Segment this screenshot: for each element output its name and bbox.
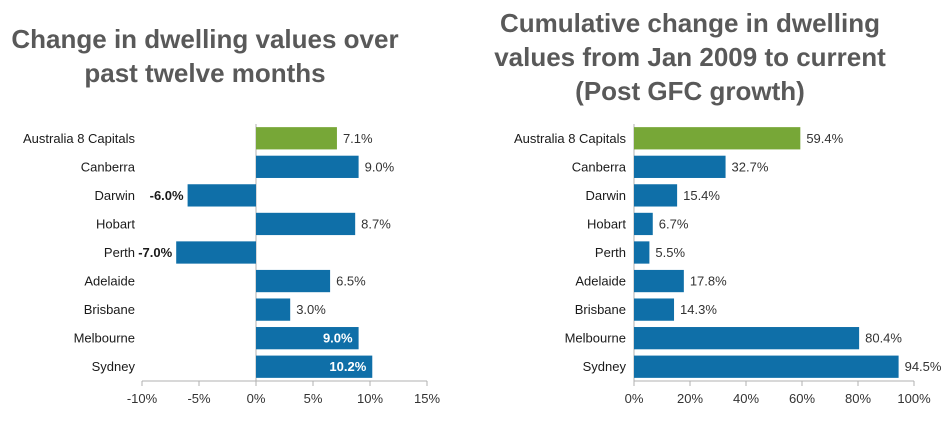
x-tick-label: -5% — [187, 391, 211, 406]
x-tick-label: 60% — [789, 391, 815, 406]
x-tick-label: 80% — [845, 391, 871, 406]
bar-chart-cumulative: 0% 20% 40% 60% 80% 100% Australia 8 Capitals 59… — [460, 0, 942, 422]
category-label: Canberra — [81, 159, 136, 174]
chart-panel-cumulative-change: Cumulative change in dwelling values fro… — [460, 0, 942, 422]
value-label: 9.0% — [323, 331, 353, 346]
bar — [256, 127, 337, 149]
value-label: 9.0% — [365, 159, 395, 174]
category-label: Hobart — [587, 216, 626, 231]
category-label: Perth — [595, 245, 626, 260]
value-label: 32.7% — [732, 159, 769, 174]
category-label: Sydney — [583, 359, 627, 374]
category-label: Canberra — [572, 159, 627, 174]
value-label: 6.7% — [659, 216, 689, 231]
category-label: Adelaide — [84, 274, 135, 289]
bar — [634, 184, 677, 206]
bar — [634, 298, 674, 320]
bar — [256, 213, 355, 235]
category-label: Melbourne — [565, 331, 626, 346]
bar — [634, 156, 726, 178]
x-tick-label: 40% — [733, 391, 759, 406]
value-label: 3.0% — [296, 302, 326, 317]
category-label: Melbourne — [74, 331, 135, 346]
category-label: Darwin — [95, 188, 135, 203]
category-label: Sydney — [92, 359, 136, 374]
x-tick-label: 20% — [677, 391, 703, 406]
bar — [634, 241, 649, 263]
value-label: 15.4% — [683, 188, 720, 203]
x-tick-label: 15% — [414, 391, 440, 406]
chart-panel-dwelling-values-12-months: Change in dwelling values over past twel… — [0, 0, 460, 422]
category-label: Brisbane — [575, 302, 626, 317]
value-label: 6.5% — [336, 274, 366, 289]
bar — [256, 270, 330, 292]
bar — [256, 298, 290, 320]
value-label: -6.0% — [150, 188, 184, 203]
x-tick-label: 100% — [897, 391, 931, 406]
value-label: 17.8% — [690, 274, 727, 289]
bar — [176, 241, 256, 263]
value-label: 8.7% — [361, 216, 391, 231]
category-label: Australia 8 Capitals — [514, 131, 626, 146]
category-label: Darwin — [586, 188, 626, 203]
value-label: 10.2% — [329, 359, 366, 374]
value-label: 80.4% — [865, 331, 902, 346]
bar-chart-12-months: -10% -5% 0% 5% 10% 15% Australia 8 Capitals 7.1… — [0, 0, 460, 422]
x-tick-label: 0% — [625, 391, 644, 406]
category-label: Hobart — [96, 216, 135, 231]
x-tick-label: 5% — [304, 391, 323, 406]
x-tick-label: -10% — [127, 391, 158, 406]
x-tick-label: 10% — [357, 391, 383, 406]
bar — [188, 184, 256, 206]
value-label: 7.1% — [343, 131, 373, 146]
value-label: 14.3% — [680, 302, 717, 317]
bar — [634, 327, 859, 349]
bar — [634, 356, 899, 378]
value-label: 5.5% — [655, 245, 685, 260]
category-label: Perth — [104, 245, 135, 260]
value-label: 59.4% — [806, 131, 843, 146]
value-label: 94.5% — [905, 359, 942, 374]
category-label: Australia 8 Capitals — [23, 131, 135, 146]
value-label: -7.0% — [138, 245, 172, 260]
bar — [634, 213, 653, 235]
bar — [256, 156, 359, 178]
bar — [634, 270, 684, 292]
bar — [634, 127, 800, 149]
category-label: Adelaide — [575, 274, 626, 289]
x-tick-label: 0% — [247, 391, 266, 406]
category-label: Brisbane — [84, 302, 135, 317]
